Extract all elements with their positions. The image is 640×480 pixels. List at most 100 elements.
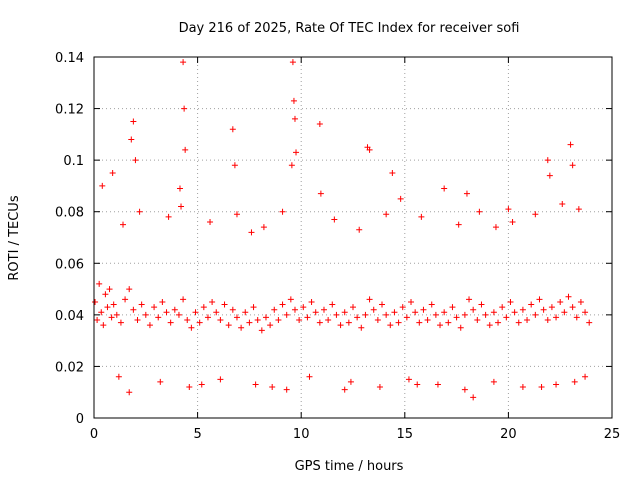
data-point <box>279 301 286 308</box>
data-point <box>424 317 431 324</box>
data-point <box>115 373 122 380</box>
data-point <box>221 301 228 308</box>
data-point <box>231 162 238 169</box>
data-point <box>495 319 502 326</box>
data-point <box>437 322 444 329</box>
data-point <box>573 314 580 321</box>
data-point <box>391 309 398 316</box>
data-point <box>290 97 297 104</box>
chart-title: Day 216 of 2025, Rate Of TEC Index for r… <box>179 21 520 36</box>
data-point <box>528 301 535 308</box>
data-point <box>519 384 526 391</box>
data-point <box>548 304 555 311</box>
data-point <box>289 59 296 66</box>
data-point <box>165 213 172 220</box>
data-point <box>416 319 423 326</box>
data-point <box>379 301 386 308</box>
x-axis-label: GPS time / hours <box>295 459 404 474</box>
data-point <box>254 317 261 324</box>
data-point <box>106 286 113 293</box>
data-point <box>130 118 137 125</box>
data-point <box>366 146 373 153</box>
data-point <box>461 311 468 318</box>
grid-lines <box>94 57 612 418</box>
data-point <box>209 298 216 305</box>
data-point <box>567 141 574 148</box>
data-point <box>490 309 497 316</box>
data-point <box>370 306 377 313</box>
data-point <box>291 306 298 313</box>
data-point <box>544 317 551 324</box>
data-point <box>138 301 145 308</box>
data-point <box>196 319 203 326</box>
data-point <box>184 317 191 324</box>
data-point <box>582 373 589 380</box>
data-point <box>146 322 153 329</box>
data-point <box>337 322 344 329</box>
data-point <box>155 314 162 321</box>
y-tick-label: 0.04 <box>55 309 84 324</box>
data-point <box>306 373 313 380</box>
data-point <box>571 378 578 385</box>
y-tick-label: 0 <box>76 412 84 427</box>
data-point <box>182 146 189 153</box>
data-point <box>316 319 323 326</box>
data-point <box>320 306 327 313</box>
data-point <box>250 304 257 311</box>
data-point <box>418 213 425 220</box>
data-point <box>113 311 120 318</box>
data-point <box>333 311 340 318</box>
data-point <box>128 136 135 143</box>
data-point <box>229 306 236 313</box>
data-point <box>109 170 116 177</box>
data-point <box>176 185 183 192</box>
data-point <box>569 162 576 169</box>
data-point <box>455 221 462 228</box>
data-point <box>466 296 473 303</box>
data-point <box>503 314 510 321</box>
data-point <box>414 381 421 388</box>
data-point <box>260 224 267 231</box>
data-point <box>432 311 439 318</box>
data-point <box>317 190 324 197</box>
data-point <box>192 309 199 316</box>
data-point <box>132 157 139 164</box>
data-point <box>180 59 187 66</box>
data-point <box>283 386 290 393</box>
data-point <box>476 208 483 215</box>
data-point <box>188 324 195 331</box>
data-point <box>252 381 259 388</box>
data-point <box>507 298 514 305</box>
data-point <box>486 322 493 329</box>
data-point <box>354 314 361 321</box>
data-point <box>383 311 390 318</box>
data-point <box>519 306 526 313</box>
data-point <box>171 306 178 313</box>
data-point <box>474 317 481 324</box>
data-point <box>449 304 456 311</box>
data-point <box>453 314 460 321</box>
data-point <box>217 376 224 383</box>
data-point <box>186 384 193 391</box>
data-point <box>341 386 348 393</box>
data-point <box>167 319 174 326</box>
data-point <box>505 206 512 213</box>
y-axis-label: ROTI / TECUs <box>7 195 22 280</box>
data-point <box>102 291 109 298</box>
data-point <box>434 381 441 388</box>
data-point <box>345 319 352 326</box>
data-point <box>509 219 516 226</box>
x-tick-label: 5 <box>193 427 201 442</box>
data-point <box>293 149 300 156</box>
data-point <box>308 298 315 305</box>
data-point <box>575 206 582 213</box>
data-point <box>198 381 205 388</box>
data-point <box>122 296 129 303</box>
data-point <box>296 317 303 324</box>
x-tick-label: 15 <box>397 427 414 442</box>
data-point <box>586 319 593 326</box>
data-point <box>108 314 115 321</box>
data-point <box>358 324 365 331</box>
data-point <box>151 304 158 311</box>
data-point <box>374 317 381 324</box>
